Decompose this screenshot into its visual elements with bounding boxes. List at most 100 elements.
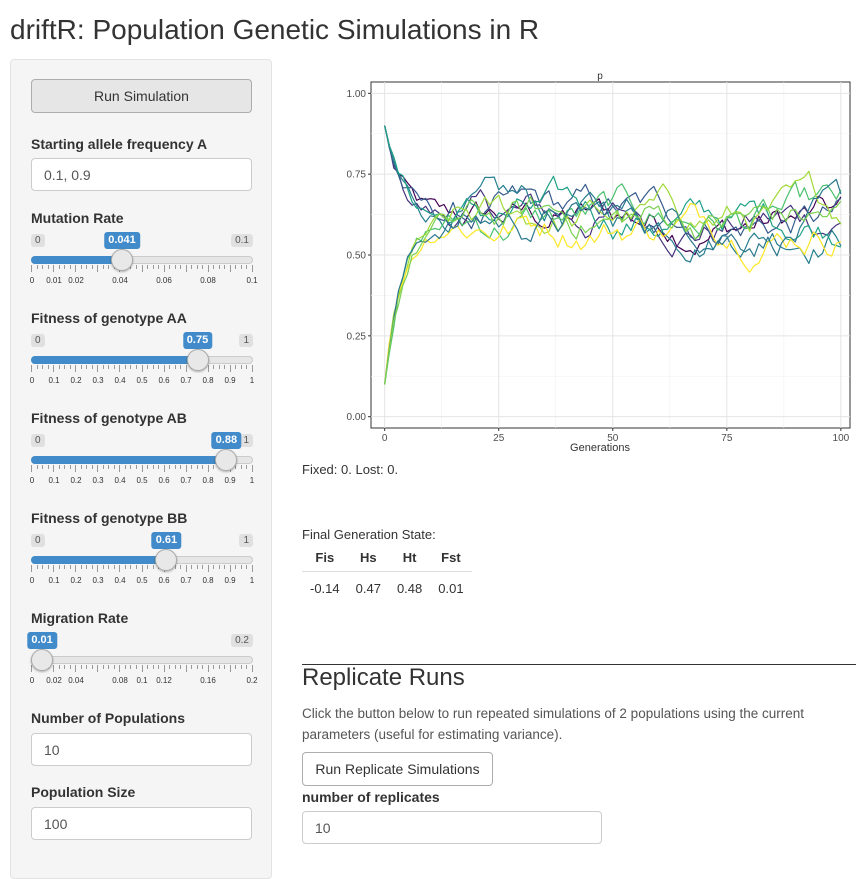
slider-tick	[80, 465, 82, 469]
slider-tick-label: 0.5	[136, 376, 148, 385]
slider-tick-label: 0.8	[202, 376, 214, 385]
slider-tick-label: 0.3	[92, 376, 104, 385]
slider-tick	[36, 365, 38, 369]
slider-tick	[58, 565, 60, 569]
slider-handle[interactable]	[215, 449, 238, 471]
slider-tick	[31, 465, 32, 472]
slider-tick	[58, 465, 60, 469]
fitness-ab-slider[interactable]: 0 1 0 0.1 0.2 0.3 0.4 0.5 0.6 0.7 0.8 0.9 1 0.88	[29, 432, 254, 504]
migration-rate-slider[interactable]: 0.2 0 0.02 0.04 0.08 0.1 0.12 0.16 0.2 0.01	[27, 632, 258, 704]
num-replicates-input[interactable]	[302, 811, 602, 844]
fitness-ab-label: Fitness of genotype AB	[31, 410, 187, 426]
slider-tick	[130, 565, 132, 569]
slider-tick-label: 0	[29, 476, 35, 485]
slider-tick	[108, 465, 110, 469]
slider-value-label: 0.88	[211, 432, 242, 449]
slider-tick	[141, 665, 143, 672]
slider-tick	[169, 265, 171, 269]
slider-tick-label: 0.3	[92, 476, 104, 485]
num-populations-input[interactable]	[31, 733, 252, 766]
slider-tick	[235, 465, 237, 469]
slider-tick	[113, 565, 115, 569]
slider-handle[interactable]	[31, 649, 54, 671]
slider-tick	[119, 565, 121, 572]
slider-tick	[152, 365, 154, 369]
slider-tick	[158, 265, 160, 269]
slider-tick	[152, 565, 154, 569]
slider-tick	[86, 365, 88, 369]
slider-tick	[147, 565, 149, 569]
slider-tick	[135, 665, 137, 669]
series-line	[384, 170, 842, 385]
slider-tick	[240, 565, 242, 569]
slider-tick	[97, 265, 99, 272]
slider-max-label: 1	[239, 334, 253, 347]
slider-tick	[229, 365, 231, 372]
slider-tick	[213, 365, 215, 369]
population-size-input[interactable]	[31, 807, 252, 840]
slider-handle[interactable]	[111, 249, 134, 271]
slider-tick	[97, 565, 99, 572]
slider-tick-label: 0.1	[48, 376, 60, 385]
slider-tick	[36, 465, 38, 469]
series-line	[384, 203, 842, 385]
slider-tick	[135, 365, 137, 369]
table-cell: 0.01	[438, 581, 464, 596]
slider-tick	[58, 265, 60, 269]
slider-tick-label: 0.2	[70, 376, 82, 385]
slider-value-label: 0.75	[182, 332, 213, 349]
slider-tick	[64, 565, 66, 569]
slider-tick	[135, 265, 137, 269]
slider-tick	[69, 365, 71, 369]
sidebar-panel: Run Simulation Starting allele frequency…	[10, 59, 272, 879]
table-cell: 0.48	[396, 581, 423, 596]
slider-tick	[185, 565, 187, 572]
start-freq-input[interactable]	[31, 158, 252, 191]
slider-tick	[240, 365, 242, 369]
slider-tick	[252, 265, 253, 272]
run-simulation-button[interactable]: Run Simulation	[31, 79, 252, 113]
slider-tick	[31, 665, 32, 672]
slider-tick	[163, 465, 165, 472]
slider-tick-label: 0.8	[202, 476, 214, 485]
slider-ticks	[31, 665, 253, 675]
slider-tick	[130, 665, 132, 669]
slider-tick	[97, 665, 99, 672]
slider-track[interactable]	[31, 656, 253, 664]
slider-tick	[80, 365, 82, 369]
slider-tick	[47, 365, 49, 369]
slider-tick	[91, 665, 93, 669]
fitness-bb-label: Fitness of genotype BB	[31, 510, 188, 526]
slider-tick	[130, 265, 132, 269]
slider-tick	[147, 665, 149, 669]
slider-tick	[108, 365, 110, 369]
slider-tick	[218, 565, 220, 569]
slider-tick	[69, 565, 71, 569]
slider-tick	[213, 565, 215, 569]
slider-fill	[31, 556, 167, 564]
slider-tick	[141, 265, 143, 272]
mutation-rate-slider[interactable]: 0 0.1 0 0.01 0.02 0.04 0.06 0.08 0.1 0.041	[30, 232, 258, 304]
x-tick-label: 50	[607, 433, 619, 444]
slider-tick	[113, 465, 115, 469]
slider-max-label: 0.1	[231, 234, 253, 247]
slider-handle[interactable]	[186, 349, 209, 371]
slider-tick	[97, 465, 99, 472]
slider-tick	[235, 565, 237, 569]
slider-tick	[102, 665, 104, 669]
fitness-bb-slider[interactable]: 0 1 0 0.1 0.2 0.3 0.4 0.5 0.6 0.7 0.8 0.9 1 0.61	[30, 532, 254, 604]
series-line	[384, 196, 842, 385]
slider-tick	[108, 565, 110, 569]
slider-tick	[53, 665, 55, 672]
slider-tick-label: 0.16	[200, 676, 216, 685]
fitness-aa-slider[interactable]: 0 1 0 0.1 0.2 0.3 0.4 0.5 0.6 0.7 0.8 0.9 1 0.75	[30, 332, 254, 404]
slider-tick	[218, 265, 220, 269]
slider-tick	[180, 665, 182, 669]
slider-handle[interactable]	[155, 549, 178, 571]
slider-tick	[252, 465, 253, 472]
run-replicates-button[interactable]: Run Replicate Simulations	[302, 752, 493, 786]
slider-tick	[224, 565, 226, 569]
slider-tick	[69, 665, 71, 669]
slider-tick	[229, 265, 231, 272]
slider-tick	[229, 665, 231, 672]
